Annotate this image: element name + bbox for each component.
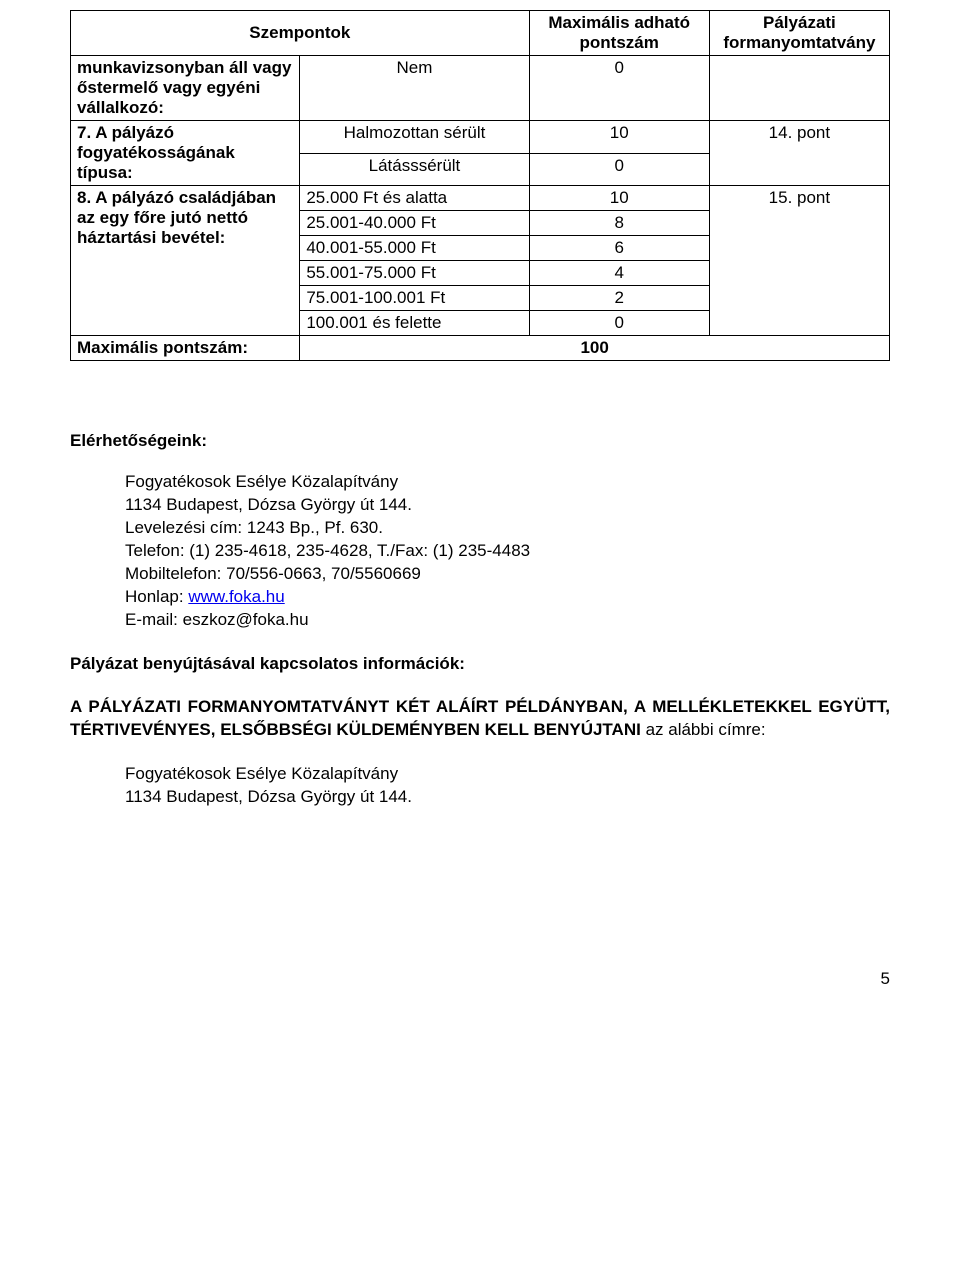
row-sub: 25.001-40.000 Ft — [300, 211, 529, 236]
page-number: 5 — [70, 969, 890, 989]
row-ref: 14. pont — [709, 121, 889, 186]
contact-line: 1134 Budapest, Dózsa György út 144. — [125, 494, 890, 517]
row-pts: 10 — [529, 186, 709, 211]
table-row: munkavizsonyban áll vagy őstermelő vagy … — [71, 56, 890, 121]
row-label: 7. A pályázó fogyatékosságának típusa: — [71, 121, 300, 186]
row-label: 8. A pályázó családjában az egy főre jut… — [71, 186, 300, 336]
row-pts: 0 — [529, 153, 709, 186]
criteria-table: Szempontok Maximális adható pontszám Pál… — [70, 10, 890, 361]
contact-line: Honlap: www.foka.hu — [125, 586, 890, 609]
submission-bold: A PÁLYÁZATI FORMANYOMTATVÁNYT KÉT ALÁÍRT… — [70, 697, 890, 739]
address-line: 1134 Budapest, Dózsa György út 144. — [125, 786, 890, 809]
row-pts: 0 — [529, 56, 709, 121]
page: Szempontok Maximális adható pontszám Pál… — [0, 0, 960, 989]
row-sub: Halmozottan sérült — [300, 121, 529, 154]
row-sub: 25.000 Ft és alatta — [300, 186, 529, 211]
th-szempontok: Szempontok — [71, 11, 530, 56]
table-header-row: Szempontok Maximális adható pontszám Pál… — [71, 11, 890, 56]
submission-tail: az alábbi címre: — [641, 720, 766, 739]
row-sub: 55.001-75.000 Ft — [300, 261, 529, 286]
row-sub: Nem — [300, 56, 529, 121]
th-form: Pályázati formanyomtatvány — [709, 11, 889, 56]
row-sub: Látásssérült — [300, 153, 529, 186]
contact-line: Fogyatékosok Esélye Közalapítvány — [125, 471, 890, 494]
address-line: Fogyatékosok Esélye Közalapítvány — [125, 763, 890, 786]
row-pts: 4 — [529, 261, 709, 286]
row-ref: 15. pont — [709, 186, 889, 336]
row-ref — [709, 56, 889, 121]
row-pts: 10 — [529, 121, 709, 154]
row-pts: 2 — [529, 286, 709, 311]
row-pts: 100 — [300, 336, 890, 361]
row-label: Maximális pontszám: — [71, 336, 300, 361]
table-row-max: Maximális pontszám: 100 — [71, 336, 890, 361]
contact-line: Levelezési cím: 1243 Bp., Pf. 630. — [125, 517, 890, 540]
table-row: 8. A pályázó családjában az egy főre jut… — [71, 186, 890, 211]
contact-line: Telefon: (1) 235-4618, 235-4628, T./Fax:… — [125, 540, 890, 563]
table-row: 7. A pályázó fogyatékosságának típusa: H… — [71, 121, 890, 154]
row-sub: 75.001-100.001 Ft — [300, 286, 529, 311]
info-heading: Pályázat benyújtásával kapcsolatos infor… — [70, 654, 890, 674]
th-max-pont: Maximális adható pontszám — [529, 11, 709, 56]
contact-block: Fogyatékosok Esélye Közalapítvány 1134 B… — [125, 471, 890, 632]
honlap-label: Honlap: — [125, 587, 188, 606]
row-pts: 6 — [529, 236, 709, 261]
contacts-heading: Elérhetőségeink: — [70, 431, 890, 451]
address-block: Fogyatékosok Esélye Közalapítvány 1134 B… — [125, 763, 890, 809]
row-sub: 100.001 és felette — [300, 311, 529, 336]
submission-paragraph: A PÁLYÁZATI FORMANYOMTATVÁNYT KÉT ALÁÍRT… — [70, 696, 890, 742]
contact-line: E-mail: eszkoz@foka.hu — [125, 609, 890, 632]
row-pts: 0 — [529, 311, 709, 336]
row-pts: 8 — [529, 211, 709, 236]
website-link[interactable]: www.foka.hu — [188, 587, 284, 606]
contact-line: Mobiltelefon: 70/556-0663, 70/5560669 — [125, 563, 890, 586]
row-sub: 40.001-55.000 Ft — [300, 236, 529, 261]
row-label: munkavizsonyban áll vagy őstermelő vagy … — [71, 56, 300, 121]
